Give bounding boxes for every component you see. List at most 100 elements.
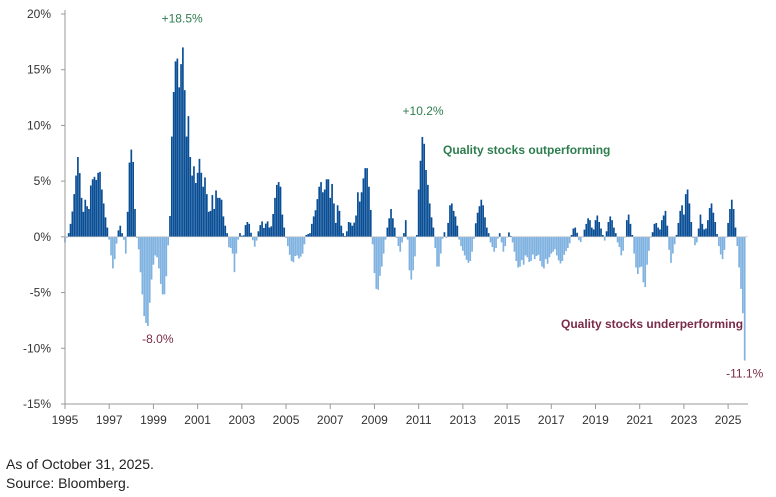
- bar: [309, 233, 311, 237]
- bar: [412, 236, 414, 271]
- bar: [662, 215, 665, 237]
- bar: [664, 210, 667, 237]
- x-tick-label: 2013: [450, 413, 477, 427]
- bar: [242, 235, 245, 237]
- bar: [67, 233, 70, 237]
- bar: [443, 232, 446, 237]
- y-tick-label: -15%: [23, 397, 51, 411]
- bar: [121, 233, 123, 237]
- bar: [533, 236, 536, 260]
- peak-label: +10.2%: [403, 104, 444, 118]
- bar: [524, 236, 527, 256]
- bar: [679, 210, 682, 237]
- bar: [143, 236, 146, 317]
- bar: [250, 232, 252, 237]
- bar: [701, 223, 704, 237]
- bar: [539, 236, 542, 261]
- bar: [544, 236, 547, 260]
- bar: [616, 236, 619, 243]
- bar: [485, 227, 488, 237]
- bar: [589, 220, 591, 237]
- bar: [100, 189, 103, 237]
- bar: [252, 236, 254, 241]
- bar: [334, 222, 337, 237]
- bar: [627, 214, 630, 237]
- bar: [404, 220, 407, 237]
- bar: [454, 216, 457, 237]
- axes: 20% 15% 10% 5% 0% -5% -10% -15%1995 1997 1999 2001…: [23, 7, 742, 427]
- bar: [235, 236, 238, 254]
- bar: [710, 203, 713, 237]
- as-of-note: As of October 31, 2025.: [6, 456, 154, 472]
- bar: [550, 236, 553, 254]
- bar: [233, 236, 236, 273]
- bar: [205, 194, 208, 237]
- bar: [642, 236, 645, 283]
- bar: [191, 175, 193, 237]
- bar: [69, 223, 72, 237]
- bar: [73, 194, 76, 237]
- bar: [152, 236, 155, 265]
- bar: [296, 236, 298, 256]
- bar: [473, 236, 475, 239]
- bar: [546, 236, 549, 264]
- bar: [517, 236, 519, 268]
- bar: [743, 236, 746, 361]
- bar: [677, 222, 680, 237]
- bar: [740, 236, 742, 289]
- bar: [281, 214, 284, 237]
- bar: [666, 225, 669, 237]
- trough-label: -11.1%: [726, 367, 763, 381]
- x-tick-label: 2023: [671, 413, 698, 427]
- x-tick-label: 2007: [317, 413, 344, 427]
- bar: [161, 236, 164, 295]
- bar: [727, 222, 729, 237]
- bar: [91, 179, 94, 237]
- bar: [578, 236, 580, 241]
- bar: [194, 183, 197, 237]
- bar: [279, 186, 282, 237]
- x-tick-label: 2021: [626, 413, 653, 427]
- bar: [415, 235, 418, 237]
- bar: [132, 161, 134, 237]
- bar: [240, 235, 243, 237]
- bar: [126, 211, 129, 237]
- bar: [705, 228, 707, 237]
- bar: [469, 236, 472, 261]
- bar: [82, 211, 85, 237]
- bar: [318, 186, 321, 237]
- bar: [572, 228, 575, 237]
- bar: [462, 236, 464, 251]
- bar: [594, 220, 597, 237]
- bar: [193, 166, 195, 237]
- bar: [419, 160, 422, 237]
- peak-label: +18.5%: [162, 12, 203, 26]
- y-tick-label: -10%: [23, 341, 51, 355]
- bar: [117, 230, 120, 237]
- bar: [528, 236, 531, 262]
- bar: [602, 235, 604, 237]
- bar: [414, 236, 416, 257]
- bar: [187, 116, 190, 237]
- bar: [447, 222, 449, 237]
- bar: [474, 223, 477, 237]
- bar: [340, 225, 343, 237]
- bar: [246, 222, 249, 237]
- x-tick-label: 2001: [184, 413, 211, 427]
- bar: [620, 236, 623, 256]
- bar: [93, 176, 96, 237]
- bar: [362, 178, 365, 237]
- bar: [670, 236, 672, 263]
- bar: [541, 236, 543, 267]
- bar: [482, 205, 484, 237]
- bar: [403, 233, 405, 237]
- bar: [331, 183, 333, 237]
- bar: [220, 199, 223, 237]
- bar: [119, 225, 122, 237]
- bar: [637, 236, 639, 274]
- bar: [77, 157, 79, 237]
- bar: [406, 236, 409, 240]
- bar: [373, 236, 376, 274]
- bar: [574, 227, 577, 237]
- bar: [169, 215, 171, 237]
